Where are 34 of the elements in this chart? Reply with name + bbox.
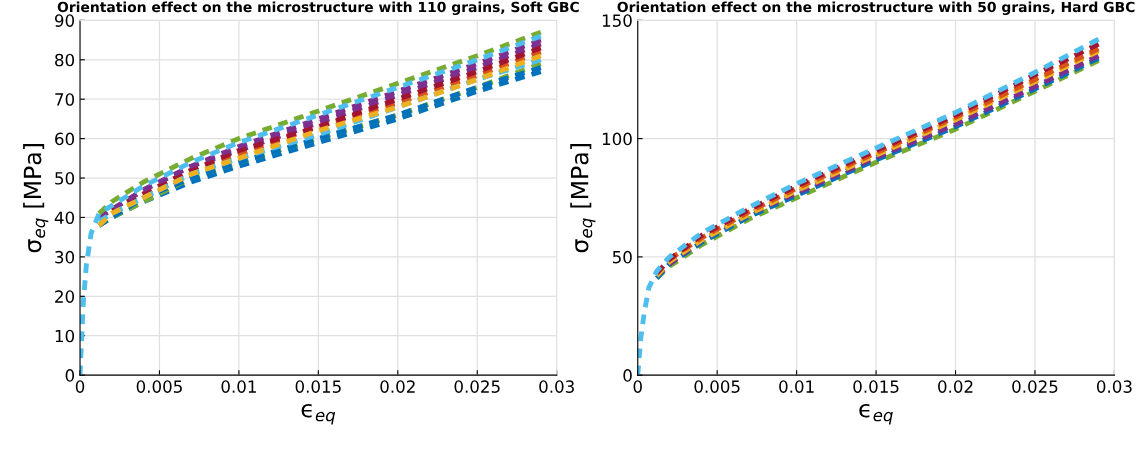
x-tick-label: 0.03 — [1096, 380, 1132, 393]
x-tick-label: 0.02 — [380, 380, 415, 393]
x-tick-label: 0 — [633, 380, 642, 393]
x-axis-title: ϵ$_{eq}$ — [859, 404, 893, 425]
y-tick-label: 10 — [55, 329, 75, 343]
y-tick-label: 80 — [55, 53, 75, 67]
x-tick-label: 0.015 — [853, 380, 899, 393]
x-tick-label: 0.01 — [779, 380, 814, 393]
x-tick-label: 0.005 — [136, 380, 182, 393]
x-tick-label: 0.015 — [295, 380, 341, 393]
x-tick-label: 0.005 — [694, 380, 740, 393]
chart-title: Orientation effect on the microstructure with 50 grains, Hard GBC — [617, 1, 1135, 15]
y-tick-label: 60 — [55, 132, 75, 146]
y-tick-label: 50 — [612, 250, 632, 264]
chart-title: Orientation effect on the microstructure with 110 grains, Soft GBC — [57, 1, 579, 15]
x-tick-label: 0.02 — [938, 380, 973, 393]
x-tick-label: 0.025 — [1012, 380, 1058, 393]
y-tick-label: 20 — [55, 290, 75, 303]
x-axis-title: ϵ$_{eq}$ — [301, 404, 336, 425]
x-tick-label: 0.01 — [221, 380, 256, 393]
y-tick-label: 100 — [602, 132, 632, 146]
y-tick-label: 0 — [65, 369, 75, 382]
x-tick-label: 0 — [75, 380, 85, 393]
y-tick-label: 70 — [55, 93, 75, 106]
y-tick-label: 0 — [623, 369, 632, 382]
y-axis-title: σ$_{eq}$ [MPa] — [570, 144, 596, 253]
y-axis-title: σ$_{eq}$ [MPa] — [23, 144, 49, 253]
y-tick-label: 150 — [602, 14, 632, 27]
y-tick-label: 90 — [54, 14, 75, 27]
y-tick-label: 30 — [55, 250, 75, 264]
x-tick-label: 0.03 — [539, 380, 574, 393]
y-tick-label: 50 — [55, 172, 75, 185]
y-tick-label: 40 — [54, 211, 75, 225]
x-tick-label: 0.025 — [454, 380, 500, 393]
